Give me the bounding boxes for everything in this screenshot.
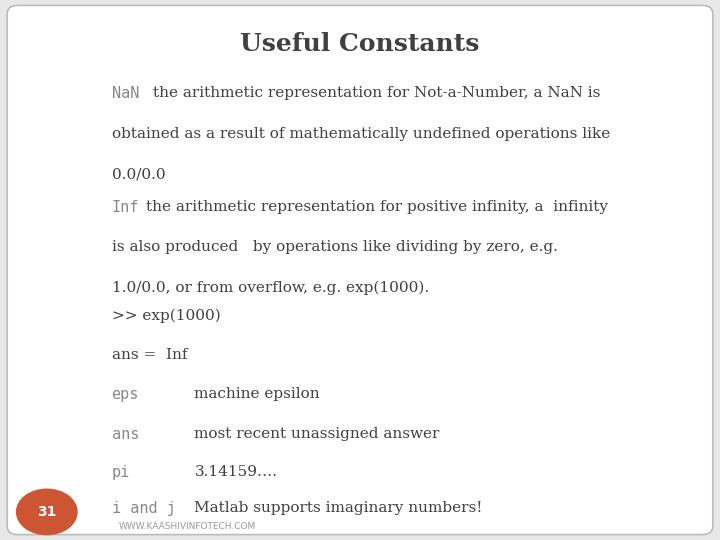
Text: NaN: NaN — [112, 86, 139, 102]
Text: 31: 31 — [37, 505, 56, 519]
Text: obtained as a result of mathematically undefined operations like: obtained as a result of mathematically u… — [112, 127, 610, 141]
Text: Useful Constants: Useful Constants — [240, 32, 480, 56]
Text: machine epsilon: machine epsilon — [194, 387, 320, 401]
Text: eps: eps — [112, 387, 139, 402]
Text: i and j: i and j — [112, 501, 176, 516]
Text: ans: ans — [112, 427, 139, 442]
Text: 1.0/0.0, or from overflow, e.g. exp(1000).: 1.0/0.0, or from overflow, e.g. exp(1000… — [112, 281, 428, 295]
Text: ans =  Inf: ans = Inf — [112, 348, 187, 362]
Text: most recent unassigned answer: most recent unassigned answer — [194, 427, 440, 441]
Text: the arithmetic representation for positive infinity, a  infinity: the arithmetic representation for positi… — [146, 200, 608, 214]
Text: WWW.KAASHIVINFOTECH.COM: WWW.KAASHIVINFOTECH.COM — [119, 522, 256, 531]
Circle shape — [17, 489, 77, 535]
Text: >> exp(1000): >> exp(1000) — [112, 309, 220, 323]
Text: 0.0/0.0: 0.0/0.0 — [112, 167, 165, 181]
Text: Matlab supports imaginary numbers!: Matlab supports imaginary numbers! — [194, 501, 483, 515]
Text: the arithmetic representation for Not-a-Number, a NaN is: the arithmetic representation for Not-a-… — [153, 86, 600, 100]
Text: pi: pi — [112, 465, 130, 481]
Text: Inf: Inf — [112, 200, 139, 215]
Text: 3.14159….: 3.14159…. — [194, 465, 277, 480]
Text: is also produced   by operations like dividing by zero, e.g.: is also produced by operations like divi… — [112, 240, 557, 254]
